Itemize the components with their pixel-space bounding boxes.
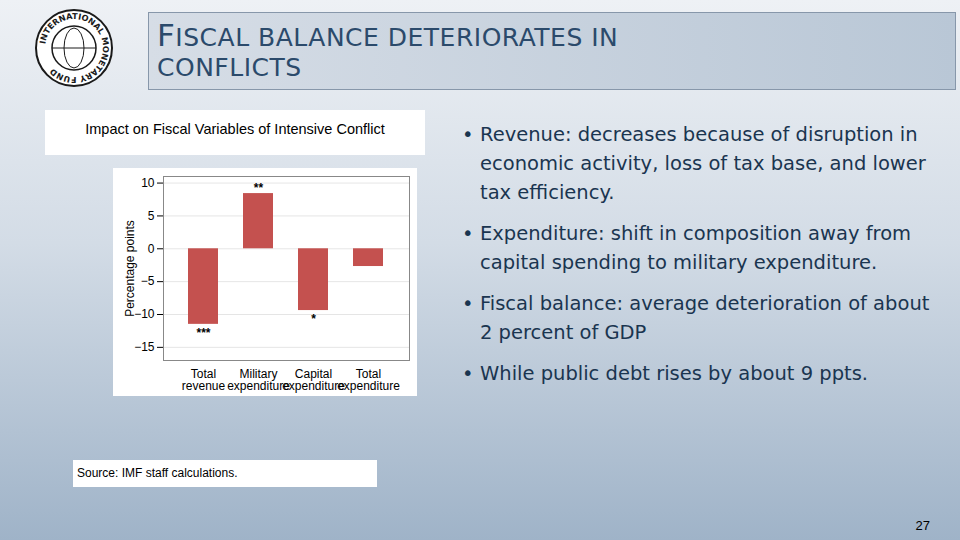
- html-text:While public debt rises by abo: While public debt rises by about 9 ppts.: [480, 362, 868, 385]
- svg-text:***: ***: [196, 326, 210, 340]
- svg-text:5: 5: [148, 209, 155, 223]
- svg-text:Totalexpenditure: Totalexpenditure: [337, 367, 400, 393]
- svg-text:Capitalexpenditure: Capitalexpenditure: [282, 367, 345, 393]
- svg-text:10: 10: [141, 176, 155, 190]
- svg-text:INTERNATIONAL MONETARY FUND: INTERNATIONAL MONETARY FUND: [37, 11, 111, 85]
- svg-text:Percentage points: Percentage points: [123, 220, 137, 317]
- svg-text:*: *: [311, 312, 316, 326]
- svg-text:0: 0: [148, 242, 155, 256]
- svg-text:Militaryexpenditure: Militaryexpenditure: [227, 367, 290, 393]
- svg-text:**: **: [254, 181, 264, 195]
- svg-text:−10: −10: [134, 307, 155, 321]
- html-text:FISCAL BALANCE DETERIORATES IN: FISCAL BALANCE DETERIORATES IN: [157, 17, 619, 53]
- html-text:Impact on Fiscal Variables of: Impact on Fiscal Variables of Intensive …: [85, 121, 385, 137]
- html-text:CONFLICTS: CONFLICTS: [157, 53, 302, 82]
- html-text:27: 27: [915, 518, 930, 533]
- html-text:Revenue: decreases because of: Revenue: decreases because of disruption…: [480, 123, 926, 204]
- svg-text:−15: −15: [134, 340, 155, 354]
- html-text:Expenditure: shift in composit: Expenditure: shift in composition away f…: [480, 222, 912, 274]
- html-text:Source: IMF staff calculations: Source: IMF staff calculations.: [77, 466, 238, 480]
- svg-text:−5: −5: [141, 274, 155, 288]
- html-text:Fiscal balance: average deteri: Fiscal balance: average deterioration of…: [480, 292, 930, 344]
- svg-text:Totalrevenue: Totalrevenue: [182, 367, 226, 393]
